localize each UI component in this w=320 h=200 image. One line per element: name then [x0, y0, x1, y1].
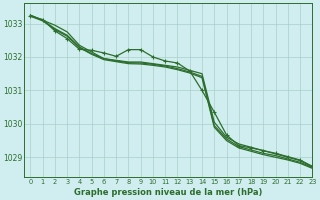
X-axis label: Graphe pression niveau de la mer (hPa): Graphe pression niveau de la mer (hPa) — [74, 188, 262, 197]
